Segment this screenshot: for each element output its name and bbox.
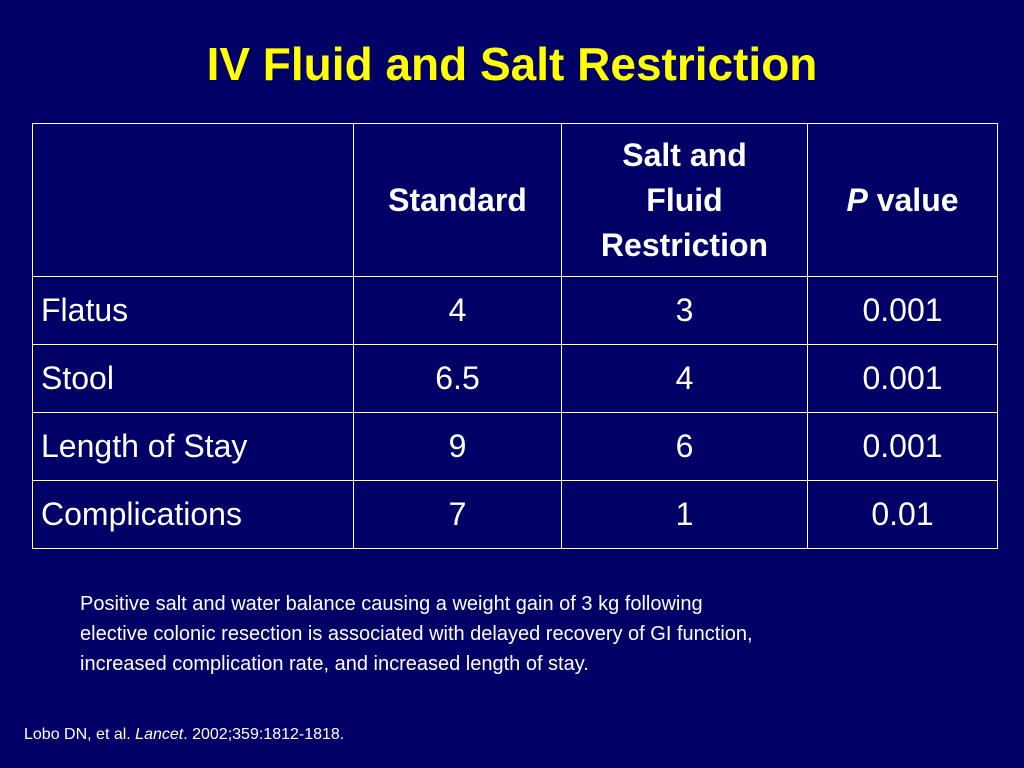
cell-p-value: 0.001 (807, 344, 998, 413)
citation-journal: Lancet (135, 726, 184, 743)
footnote-line1: Positive salt and water balance causing … (80, 593, 703, 615)
cell-restriction: 1 (561, 480, 808, 549)
row-label: Stool (32, 344, 354, 413)
header-p-italic: P (846, 181, 868, 218)
header-restriction-line3: Restriction (600, 226, 769, 263)
cell-restriction: 3 (561, 276, 808, 345)
header-restriction-line1: Salt and (622, 136, 747, 173)
cell-p-value: 0.01 (807, 480, 998, 549)
row-label: Length of Stay (32, 412, 354, 481)
row-label: Flatus (32, 276, 354, 345)
cell-standard: 7 (353, 480, 562, 549)
cell-restriction: 4 (561, 344, 808, 413)
cell-standard: 4 (353, 276, 562, 345)
header-blank-cell (32, 123, 354, 277)
cell-standard: 6.5 (353, 344, 562, 413)
results-table: Standard Salt and Fluid Restriction P va… (32, 123, 998, 549)
header-restriction-line2: Fluid (646, 181, 723, 218)
footnote-line3: increased complication rate, and increas… (80, 653, 589, 675)
footnote-line2: elective colonic resection is associated… (80, 623, 753, 645)
cell-restriction: 6 (561, 412, 808, 481)
header-p-value-label: value (867, 181, 959, 218)
table-row: Complications 7 1 0.01 (32, 480, 998, 549)
header-standard: Standard (353, 123, 562, 277)
cell-p-value: 0.001 (807, 412, 998, 481)
header-salt-fluid-restriction: Salt and Fluid Restriction (561, 123, 808, 277)
table-row: Stool 6.5 4 0.001 (32, 344, 998, 413)
citation-details: . 2002;359:1812-1818. (183, 726, 345, 743)
citation-authors: Lobo DN, et al. (24, 726, 136, 743)
table-row: Length of Stay 9 6 0.001 (32, 412, 998, 481)
cell-standard: 9 (353, 412, 562, 481)
row-label: Complications (32, 480, 354, 549)
table-header-row: Standard Salt and Fluid Restriction P va… (32, 123, 998, 277)
citation: Lobo DN, et al. Lancet. 2002;359:1812-18… (24, 724, 344, 746)
cell-p-value: 0.001 (807, 276, 998, 345)
slide-title: IV Fluid and Salt Restriction (206, 38, 818, 90)
table-row: Flatus 4 3 0.001 (32, 276, 998, 345)
summary-footnote: Positive salt and water balance causing … (80, 589, 960, 679)
header-p-value: P value (807, 123, 998, 277)
